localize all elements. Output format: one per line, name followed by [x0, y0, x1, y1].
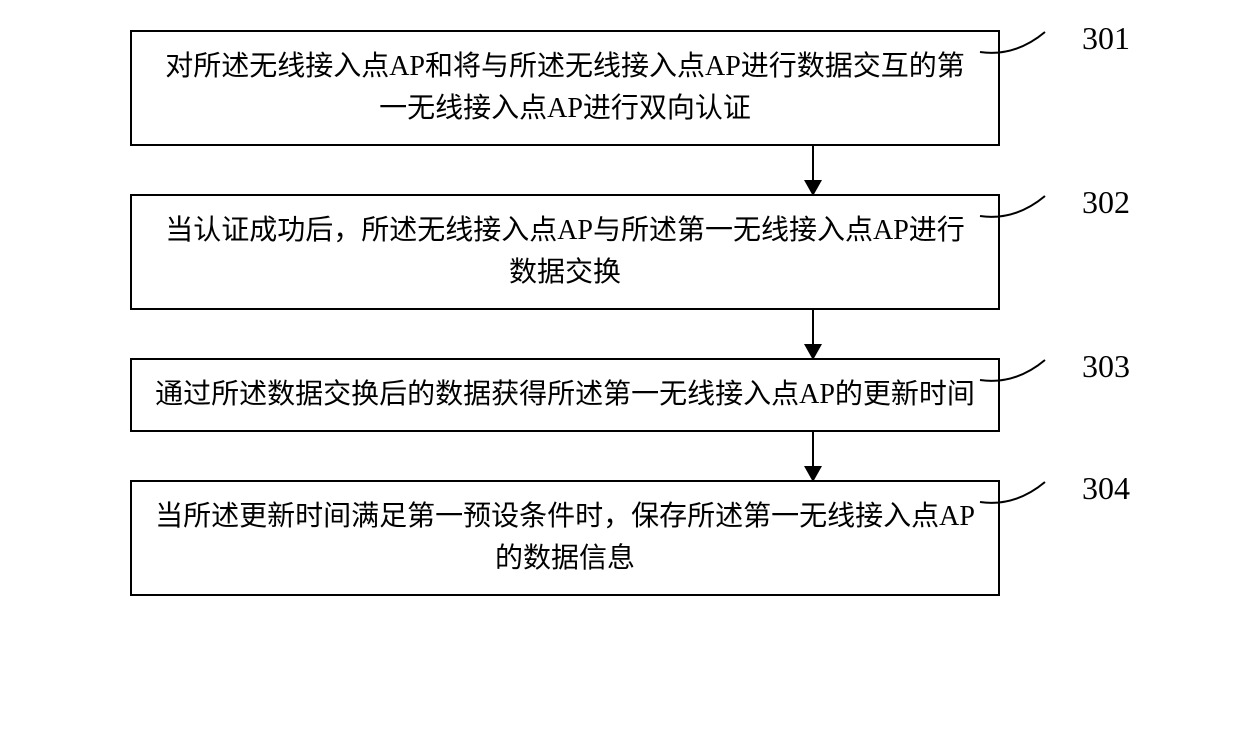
step-text-2: 当认证成功后，所述无线接入点AP与所述第一无线接入点AP进行数据交换 — [165, 215, 965, 288]
step-container-4: 当所述更新时间满足第一预设条件时，保存所述第一无线接入点AP的数据信息 304 — [80, 480, 1160, 596]
step-box-1: 对所述无线接入点AP和将与所述无线接入点AP进行数据交互的第一无线接入点AP进行… — [130, 30, 1000, 146]
arrow-3 — [812, 432, 814, 480]
arrow-container-1 — [110, 146, 1080, 194]
arrow-container-3 — [110, 432, 1080, 480]
step-container-3: 通过所述数据交换后的数据获得所述第一无线接入点AP的更新时间 303 — [80, 358, 1160, 432]
step-text-1: 对所述无线接入点AP和将与所述无线接入点AP进行数据交互的第一无线接入点AP进行… — [165, 51, 965, 124]
arrow-2 — [812, 310, 814, 358]
step-label-3: 303 — [1082, 348, 1130, 385]
step-label-4: 304 — [1082, 470, 1130, 507]
arrow-container-2 — [110, 310, 1080, 358]
arrow-1 — [812, 146, 814, 194]
flowchart-container: 对所述无线接入点AP和将与所述无线接入点AP进行数据交互的第一无线接入点AP进行… — [80, 30, 1160, 596]
step-label-2: 302 — [1082, 184, 1130, 221]
step-box-4: 当所述更新时间满足第一预设条件时，保存所述第一无线接入点AP的数据信息 — [130, 480, 1000, 596]
step-label-1: 301 — [1082, 20, 1130, 57]
step-container-1: 对所述无线接入点AP和将与所述无线接入点AP进行数据交互的第一无线接入点AP进行… — [80, 30, 1160, 146]
step-text-4: 当所述更新时间满足第一预设条件时，保存所述第一无线接入点AP的数据信息 — [155, 501, 975, 574]
step-text-3: 通过所述数据交换后的数据获得所述第一无线接入点AP的更新时间 — [155, 379, 975, 410]
step-box-2: 当认证成功后，所述无线接入点AP与所述第一无线接入点AP进行数据交换 — [130, 194, 1000, 310]
step-box-3: 通过所述数据交换后的数据获得所述第一无线接入点AP的更新时间 — [130, 358, 1000, 432]
step-container-2: 当认证成功后，所述无线接入点AP与所述第一无线接入点AP进行数据交换 302 — [80, 194, 1160, 310]
